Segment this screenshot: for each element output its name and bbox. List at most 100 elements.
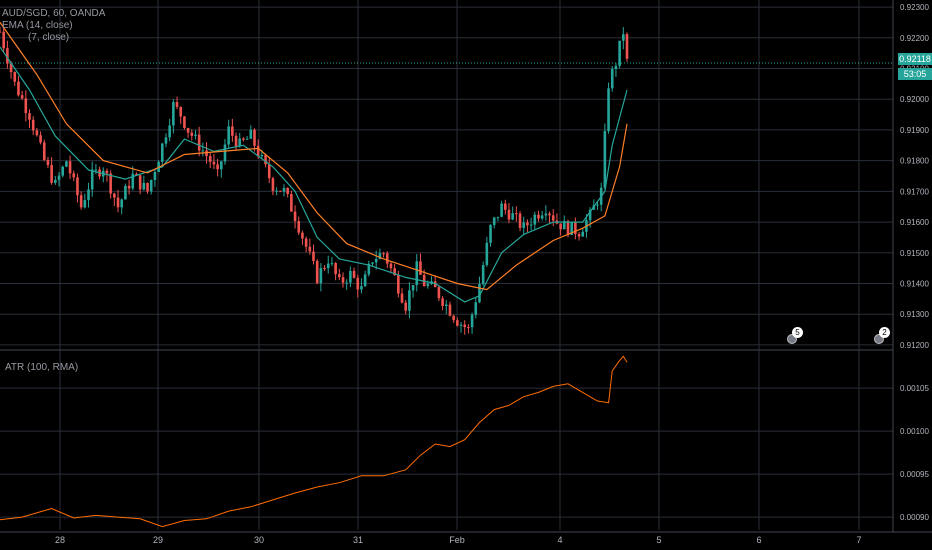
candle-body <box>57 175 61 180</box>
atr-label[interactable]: ATR (100, RMA) <box>5 362 79 373</box>
candle-body <box>426 283 430 287</box>
candle-body <box>68 161 72 174</box>
candle-body <box>28 113 31 120</box>
symbol-label[interactable]: AUD/SGD, 60, OANDA <box>2 8 106 19</box>
ema-line-1 <box>0 46 628 303</box>
y-tick-label: 0.91400 <box>900 280 929 289</box>
candle-body <box>330 263 334 265</box>
candle-body <box>319 268 323 284</box>
candle-body <box>54 179 57 183</box>
candle-body <box>234 135 238 147</box>
candle-body <box>577 234 581 237</box>
y-tick-label: 0.91500 <box>900 249 929 258</box>
candle-body <box>179 106 183 117</box>
candle-body <box>441 298 444 307</box>
candle-body <box>2 31 5 49</box>
candle-body <box>385 253 389 264</box>
candle-body <box>227 126 230 145</box>
candle-body <box>223 144 227 162</box>
candle-body <box>109 173 112 194</box>
event-marker-1[interactable]: 5 <box>785 327 803 346</box>
candle-body <box>249 129 253 139</box>
candle-body <box>245 138 249 140</box>
candle-body <box>301 232 304 239</box>
candle-body <box>622 34 625 41</box>
candle-body <box>437 287 441 299</box>
candle-body <box>120 199 124 208</box>
candle-body <box>352 270 356 278</box>
candle-body <box>533 214 537 225</box>
x-tick-label: 30 <box>254 535 264 545</box>
candle-body <box>190 132 194 136</box>
candle-body <box>286 188 289 195</box>
candle-body <box>35 130 39 136</box>
candle-body <box>186 128 190 133</box>
candle-body <box>603 131 607 188</box>
candle-body <box>304 238 308 247</box>
y-tick-label: 0.92200 <box>900 34 929 43</box>
candle-body <box>260 155 264 157</box>
candle-body <box>614 65 618 70</box>
candle-body <box>334 263 337 275</box>
atr-series-line <box>0 355 628 528</box>
candle-body <box>124 185 127 200</box>
candle-body <box>208 156 212 162</box>
candle-body <box>397 275 400 294</box>
candle-body <box>197 134 201 151</box>
event-marker-2[interactable]: 2 <box>872 327 890 346</box>
candle-body <box>238 138 242 147</box>
candle-body <box>17 81 20 96</box>
candle-body <box>374 258 378 263</box>
candle-body <box>363 274 367 287</box>
candle-body <box>94 169 98 171</box>
candle-body <box>341 277 345 283</box>
x-tick-label: 4 <box>557 535 562 545</box>
candle-body <box>404 302 408 311</box>
last-price-tag: 0.92118 <box>898 53 932 65</box>
y-tick-label: 0.91800 <box>900 157 929 166</box>
x-tick-label: 6 <box>756 535 761 545</box>
candle-body <box>389 263 393 269</box>
candle-body <box>470 314 474 328</box>
event-count-badge: 2 <box>879 327 890 338</box>
candle-body <box>522 222 526 228</box>
candle-body <box>131 173 135 189</box>
candle-body <box>382 253 385 255</box>
candle-body <box>172 102 175 126</box>
candle-body <box>444 304 448 307</box>
ema7-label[interactable]: (7, close) <box>28 32 70 43</box>
candle-body <box>116 197 120 208</box>
candle-body <box>72 173 76 178</box>
ema14-label[interactable]: EMA (14, close) <box>2 20 73 31</box>
candle-body <box>496 216 500 218</box>
candle-body <box>408 290 411 311</box>
candle-body <box>588 209 592 221</box>
candle-body <box>105 170 109 174</box>
candle-body <box>559 223 562 230</box>
candle-body <box>500 203 503 217</box>
x-tick-label: 29 <box>153 535 163 545</box>
candle-body <box>138 175 142 190</box>
candle-body <box>231 126 234 136</box>
candle-body <box>42 142 46 160</box>
candle-body <box>79 195 83 208</box>
candle-body <box>39 135 42 143</box>
candle-body <box>9 63 13 73</box>
candle-body <box>293 211 297 222</box>
candle-body <box>478 284 481 303</box>
candle-body <box>563 221 566 230</box>
candle-body <box>315 260 319 284</box>
candle-body <box>581 231 585 237</box>
candle-body <box>256 145 260 157</box>
candle-body <box>242 138 245 140</box>
candle-body <box>46 159 50 166</box>
candle-body <box>146 182 149 192</box>
candle-body <box>378 253 382 259</box>
candle-body <box>50 165 53 183</box>
candle-body <box>518 213 522 228</box>
candle-body <box>0 31 2 33</box>
axis-labels: 28293031Feb45670.923000.922000.921000.92… <box>55 3 929 545</box>
x-tick-label: Feb <box>449 535 465 545</box>
candle-body <box>415 261 419 286</box>
